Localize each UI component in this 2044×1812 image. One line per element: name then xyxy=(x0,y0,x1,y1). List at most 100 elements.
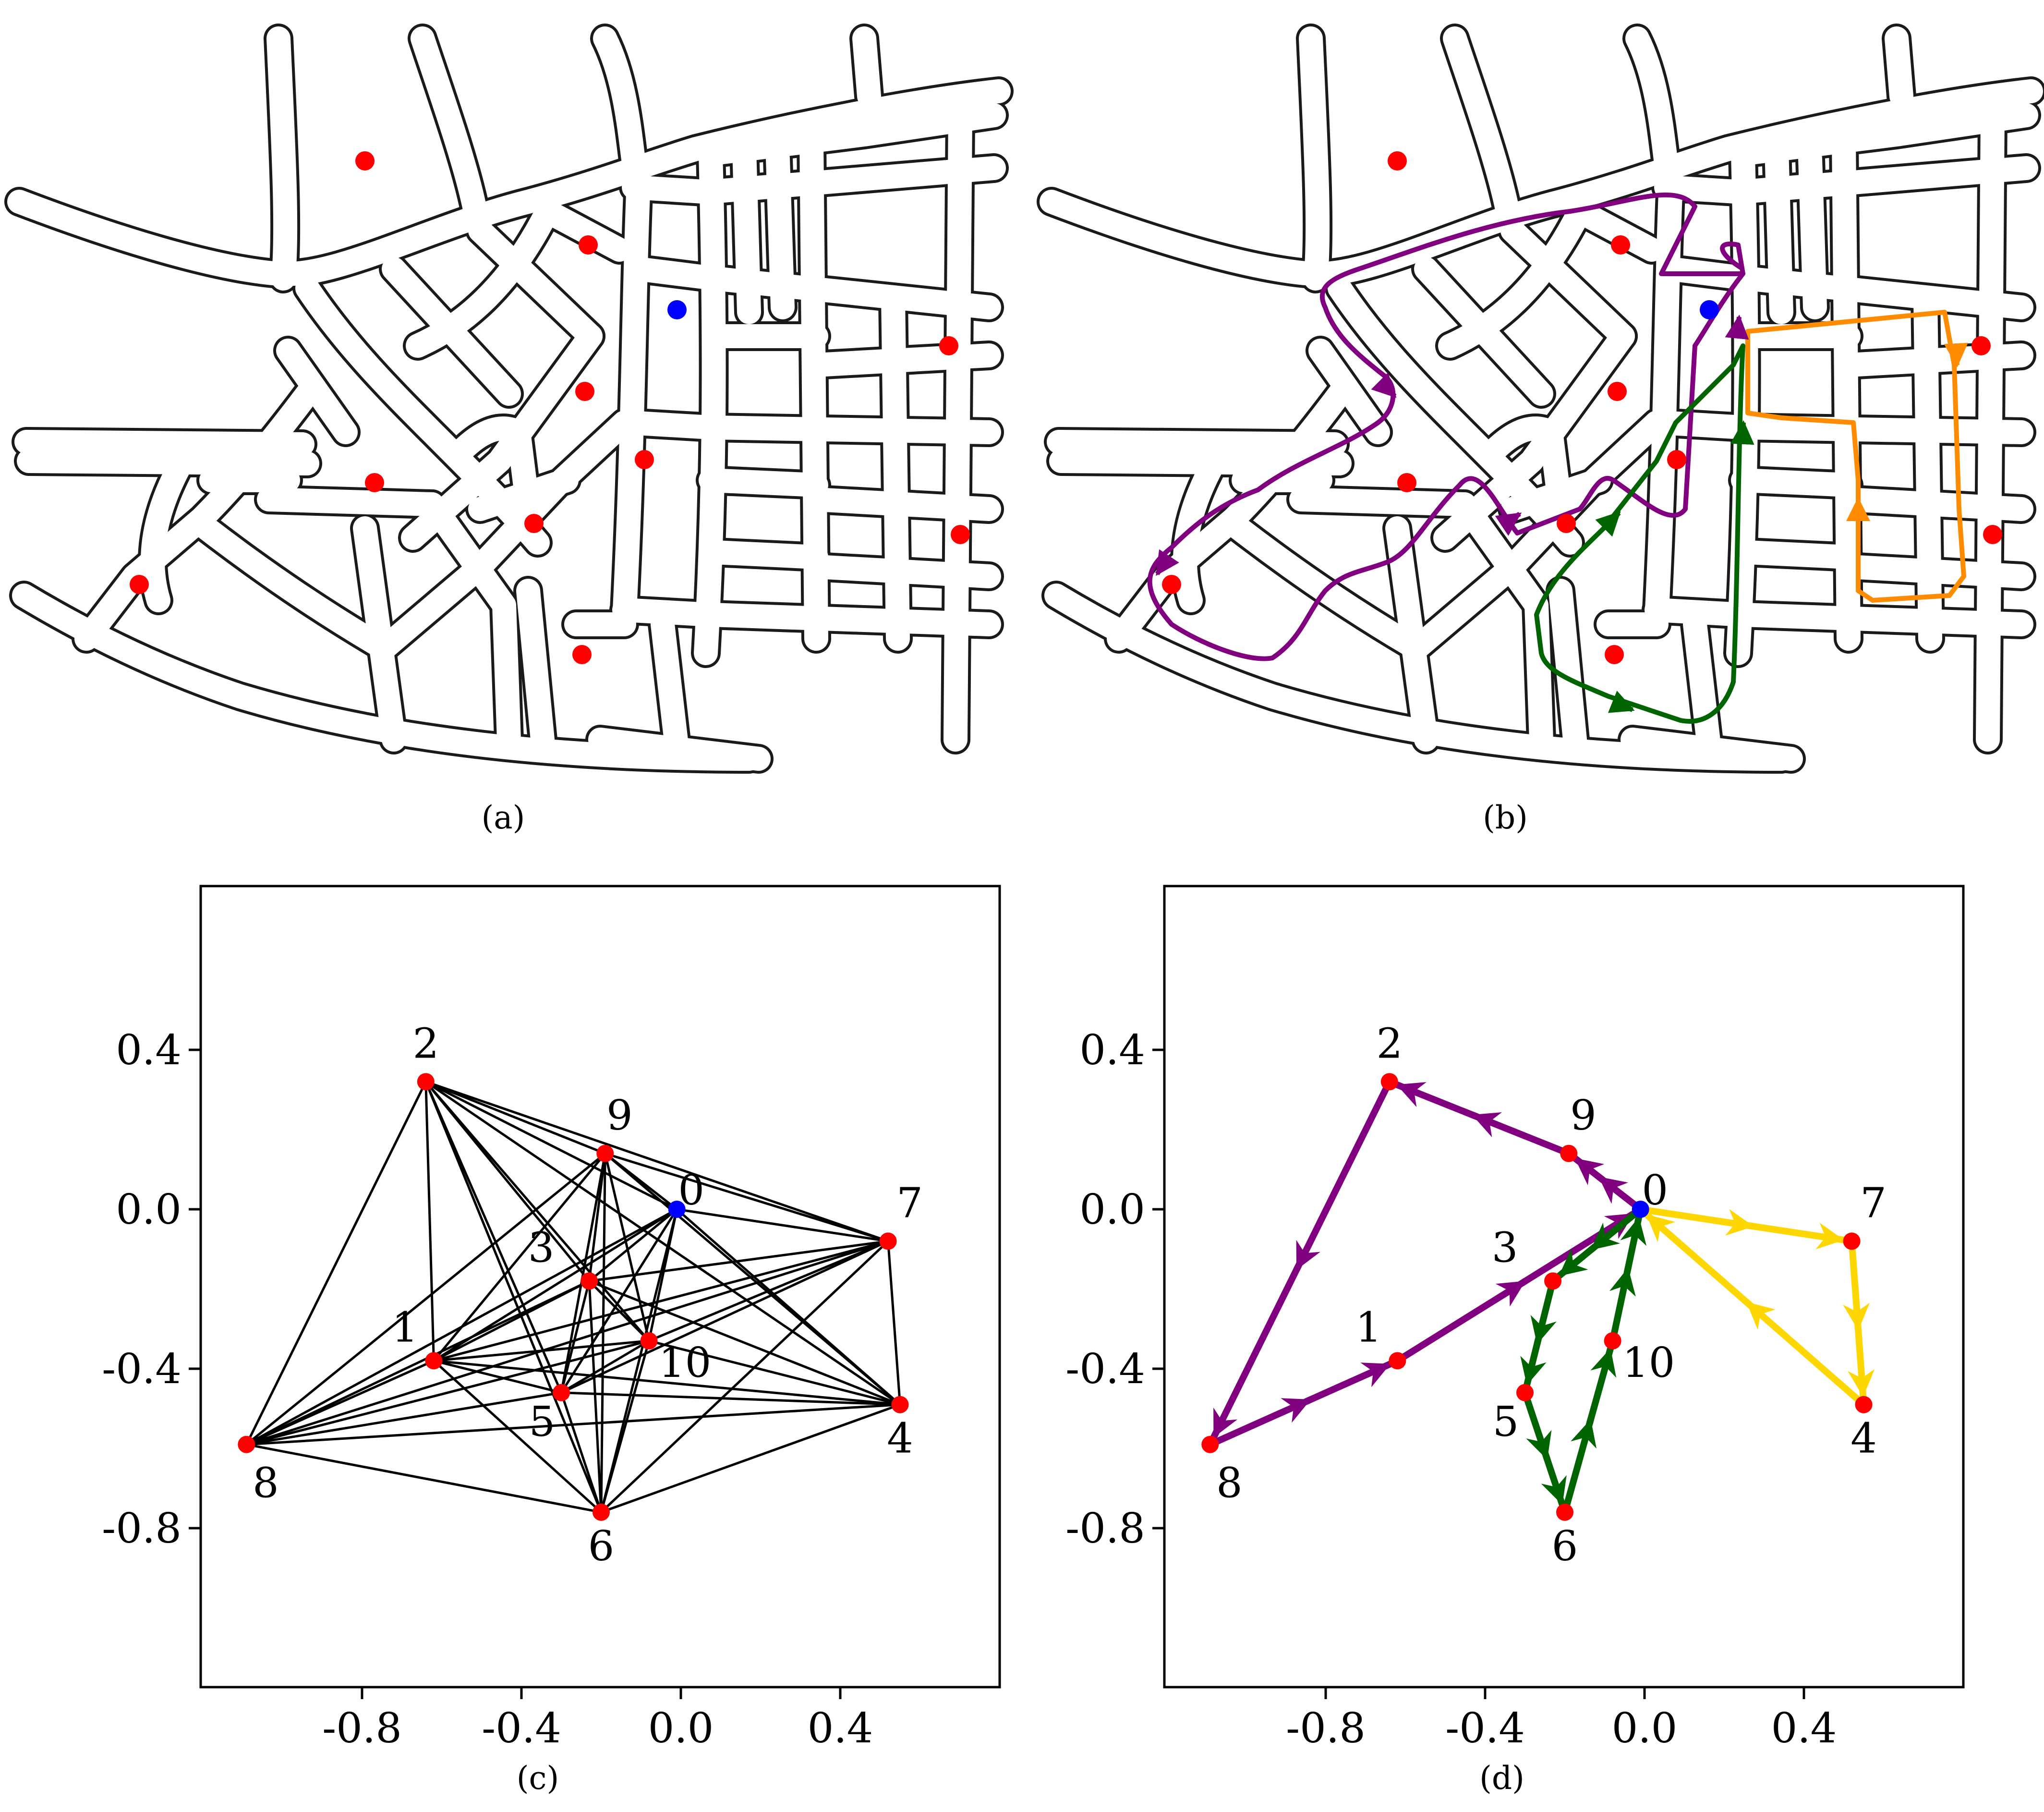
customer-node xyxy=(553,1384,570,1401)
x-tick-label: 0.0 xyxy=(648,1704,714,1752)
graph-edge xyxy=(600,1153,606,1512)
graph-edge xyxy=(561,1391,900,1406)
graph-edge xyxy=(425,1081,606,1155)
node-label: 10 xyxy=(659,1339,711,1387)
complete-graph-edges xyxy=(245,1081,901,1514)
graph-edge xyxy=(600,1340,651,1513)
route-edge-purple xyxy=(1210,1087,1389,1439)
caption-c: (c) xyxy=(517,1760,559,1797)
x-tick-label: -0.4 xyxy=(482,1704,561,1752)
route-arrow-purple xyxy=(1281,1396,1312,1423)
route-arrow-green xyxy=(1571,1418,1597,1449)
node-label: 2 xyxy=(412,1020,439,1068)
y-tick-label: -0.4 xyxy=(1065,1345,1145,1393)
panel-b: (b) xyxy=(1052,38,2031,836)
route-edge-yellow xyxy=(1647,1207,1845,1250)
customer-node xyxy=(1604,1332,1621,1350)
graph-edge xyxy=(246,1391,562,1446)
node-label: 1 xyxy=(1355,1303,1382,1351)
node-label: 3 xyxy=(1492,1224,1518,1272)
customer-node xyxy=(640,1332,658,1350)
node-label: 4 xyxy=(1850,1415,1877,1463)
graph-edge xyxy=(588,1153,606,1281)
y-tick-label: 0.0 xyxy=(116,1186,181,1234)
node-label: 6 xyxy=(1552,1522,1578,1570)
graph-edge xyxy=(600,1209,678,1513)
y-tick-label: -0.8 xyxy=(1065,1505,1145,1553)
graph-edge xyxy=(887,1241,901,1405)
route-arrow-green xyxy=(1526,1430,1552,1461)
street-map-a xyxy=(19,38,999,759)
graph-edge xyxy=(560,1339,650,1394)
graph-edge xyxy=(424,1081,563,1393)
graph-edge xyxy=(604,1152,901,1406)
route-edge-green xyxy=(1563,1347,1617,1506)
customer-node xyxy=(1380,1073,1398,1091)
x-tick-label: -0.8 xyxy=(322,1704,402,1752)
graph-edge xyxy=(434,1359,900,1406)
graph-edge xyxy=(245,1081,427,1445)
graph-edge xyxy=(425,1081,889,1242)
route-edges-d xyxy=(1210,1081,1875,1506)
node-label: 7 xyxy=(1860,1179,1887,1227)
y-tick-label: 0.4 xyxy=(1079,1026,1145,1074)
depot-node xyxy=(668,1201,686,1218)
graph-edge xyxy=(425,1081,677,1211)
customer-node xyxy=(425,1352,443,1370)
node-label: 3 xyxy=(528,1224,555,1272)
x-tick-label: 0.4 xyxy=(808,1704,873,1752)
node-label: 9 xyxy=(1570,1092,1596,1140)
route-arrow-purple xyxy=(1293,1240,1320,1272)
graph-edge xyxy=(648,1339,901,1406)
customer-node xyxy=(1855,1396,1873,1413)
customer-node xyxy=(1556,1503,1573,1521)
customer-node xyxy=(596,1144,614,1162)
route-green-b xyxy=(1534,343,1745,724)
node-label: 8 xyxy=(1216,1459,1243,1508)
route-edge-purple xyxy=(1572,1155,1637,1207)
customer-node xyxy=(1201,1435,1219,1453)
axis-ticks-d: -0.8 -0.4 0.0 0.4 0.4 0.0 -0.4 -0.8 xyxy=(1065,1026,1837,1752)
axis-ticks-c: -0.8 -0.4 0.0 0.4 0.4 0.0 -0.4 -0.8 xyxy=(102,1026,873,1752)
route-arrows-b xyxy=(1155,315,1968,713)
x-tick-label: 0.4 xyxy=(1771,1704,1837,1752)
node-label: 4 xyxy=(887,1415,913,1463)
node-label: 7 xyxy=(896,1179,923,1227)
graph-edge xyxy=(246,1280,590,1446)
node-label: 5 xyxy=(1493,1398,1519,1446)
y-tick-label: 0.4 xyxy=(116,1026,181,1074)
depot-node xyxy=(1632,1201,1649,1218)
graph-nodes-d: 0 1 2 3 4 5 6 7 8 9 10 xyxy=(1201,1020,1887,1570)
graph-edge xyxy=(424,1082,435,1361)
plot-frame-c xyxy=(199,885,1001,1689)
graph-edge xyxy=(605,1152,889,1242)
customer-node xyxy=(879,1232,897,1250)
graph-edge xyxy=(648,1209,678,1341)
graph-edge xyxy=(677,1208,888,1242)
graph-edge xyxy=(246,1443,602,1514)
node-label: 6 xyxy=(588,1522,615,1570)
y-tick-label: -0.4 xyxy=(102,1345,181,1393)
customer-node xyxy=(238,1435,255,1453)
graph-edge xyxy=(648,1240,889,1342)
graph-edge xyxy=(589,1240,888,1282)
caption-d: (d) xyxy=(1479,1760,1524,1797)
node-label: 9 xyxy=(606,1092,633,1140)
route-arrow-purple xyxy=(1596,1174,1628,1204)
graph-edge xyxy=(245,1152,606,1446)
customer-node xyxy=(1560,1144,1578,1162)
y-tick-label: -0.8 xyxy=(102,1505,181,1553)
customer-node xyxy=(1544,1272,1562,1290)
graph-edge xyxy=(560,1153,606,1393)
graph-edge xyxy=(433,1240,889,1362)
graph-edge xyxy=(601,1403,901,1514)
route-arrow-yellow xyxy=(1744,1299,1776,1330)
route-arrow-purple xyxy=(1471,1111,1502,1137)
graph-edge xyxy=(246,1240,889,1446)
route-edge-green xyxy=(1611,1216,1647,1334)
x-tick-label: -0.4 xyxy=(1445,1704,1525,1752)
graph-nodes-c: 0 1 2 3 4 5 6 7 8 9 10 xyxy=(238,1020,923,1570)
graph-edge xyxy=(246,1339,650,1446)
customer-node xyxy=(1389,1352,1406,1370)
customer-node xyxy=(1843,1232,1861,1250)
